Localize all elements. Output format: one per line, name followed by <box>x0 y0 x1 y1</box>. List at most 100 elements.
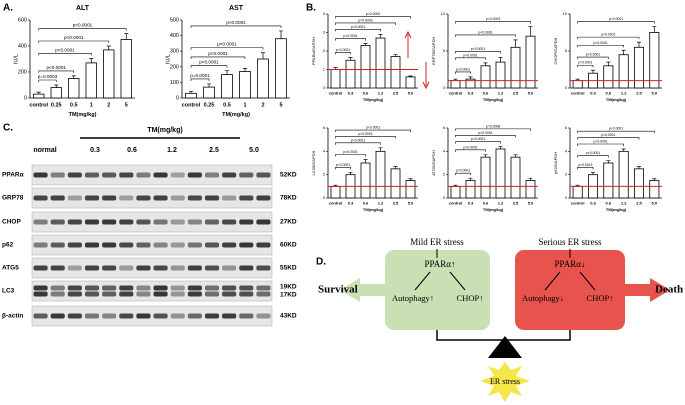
significance-bracket <box>190 56 246 59</box>
blot-band <box>187 219 202 225</box>
down-arrow <box>422 62 430 90</box>
blot-size: 17KD <box>280 292 297 299</box>
blot-band <box>119 242 134 248</box>
blot-band <box>50 291 65 297</box>
y-tick-label: 0 <box>443 85 446 90</box>
blot-band <box>67 313 82 319</box>
blot-band <box>204 291 220 297</box>
significance-bracket <box>190 78 210 81</box>
p-value: p<0.0001 <box>208 51 228 56</box>
bar <box>649 180 660 199</box>
blot-row-label: β-actin <box>2 313 23 320</box>
x-axis-label: TM(mg/kg) <box>69 112 97 118</box>
blot-band <box>222 195 237 201</box>
x-tick-label: 0.5 <box>223 103 231 109</box>
x-tick-label: 0.25 <box>51 103 62 109</box>
error-bar <box>207 83 211 88</box>
significance-bracket <box>335 154 366 157</box>
blot-band <box>50 285 65 291</box>
bar <box>50 87 62 99</box>
y-tick-label: 3 <box>323 30 326 35</box>
significance-bracket <box>577 36 640 40</box>
bar <box>480 65 491 89</box>
p-value: p<0.0001 <box>586 53 600 57</box>
blot-band <box>239 195 254 201</box>
y-tick-label: 0 <box>565 195 568 200</box>
significance-bracket <box>455 34 516 37</box>
significance-bracket <box>335 38 366 41</box>
blot-band <box>136 219 151 225</box>
significance-bracket <box>455 141 501 144</box>
significance-bracket <box>335 16 411 19</box>
error-bar <box>378 147 383 152</box>
blot-band <box>222 219 237 225</box>
y-tick-label: 300 <box>170 49 179 55</box>
blot-band <box>136 265 151 271</box>
p-value: p<0.0001 <box>601 133 615 137</box>
panel-label: D. <box>316 257 326 268</box>
error-bar <box>637 166 641 169</box>
error-bar <box>528 177 533 181</box>
x-tick-label: 5.0 <box>408 90 414 95</box>
error-bar <box>378 34 383 39</box>
y-axis-label: LC3II/GAPDH <box>311 150 316 175</box>
bar <box>85 62 97 99</box>
y-tick-label: 0 <box>323 85 326 90</box>
error-bar <box>621 49 626 55</box>
y-tick-label: 6 <box>443 125 446 130</box>
y-tick-label: 200 <box>18 69 27 75</box>
lane-label: 0.3 <box>90 147 100 154</box>
lane-label: 1.2 <box>167 147 177 154</box>
x-tick-label: 5.0 <box>652 200 658 205</box>
bar <box>257 58 269 99</box>
error-bar <box>106 45 111 50</box>
survival-arrow <box>340 278 385 302</box>
bar <box>275 38 287 99</box>
y-tick-label: 0 <box>24 95 27 101</box>
x-tick-label: control <box>329 200 343 205</box>
blot-band <box>239 172 254 178</box>
mild-ppar: PPARα↑ <box>425 259 456 269</box>
blot-band <box>256 265 271 271</box>
blot-band <box>153 291 168 297</box>
blot-band <box>153 219 168 225</box>
error-bar <box>243 68 247 72</box>
blot-band <box>239 285 254 291</box>
significance-bracket <box>577 167 594 170</box>
blot-band <box>84 219 100 225</box>
x-tick-label: 0.6 <box>606 90 612 95</box>
x-tick-label: 1 <box>243 103 246 109</box>
y-tick-label: 2 <box>323 172 326 177</box>
blot-band <box>84 172 100 178</box>
blot-size: 27KD <box>280 219 297 226</box>
significance-bracket <box>335 52 351 55</box>
bar <box>634 46 645 89</box>
bar <box>405 76 416 89</box>
bar <box>345 59 356 89</box>
x-tick-label: 0.3 <box>468 90 474 95</box>
y-tick-label: 0 <box>323 195 326 200</box>
p-value: p<0.0001 <box>55 47 75 52</box>
blot-band <box>187 172 202 178</box>
bar <box>450 80 461 89</box>
y-tick-label: 6 <box>323 125 326 130</box>
p-value: p<0.0001 <box>586 151 600 155</box>
p-value: p<0.0001 <box>64 35 84 40</box>
fulcrum <box>488 336 522 358</box>
blot-band <box>84 265 100 271</box>
blot-band <box>222 172 237 178</box>
blot-band <box>239 265 254 271</box>
p-value: p<0.0001 <box>471 47 485 51</box>
significance-bracket <box>38 53 92 56</box>
blot-band <box>222 313 237 319</box>
x-tick-label: 2 <box>107 103 110 109</box>
x-tick-label: 1.2 <box>498 90 504 95</box>
x-tick-label: control <box>329 90 343 95</box>
x-tick-label: 1.2 <box>621 200 627 205</box>
blot-band <box>187 291 202 297</box>
significance-bracket <box>190 65 228 68</box>
error-bar <box>528 26 533 37</box>
significance-bracket <box>455 51 501 54</box>
error-bar <box>652 26 657 33</box>
